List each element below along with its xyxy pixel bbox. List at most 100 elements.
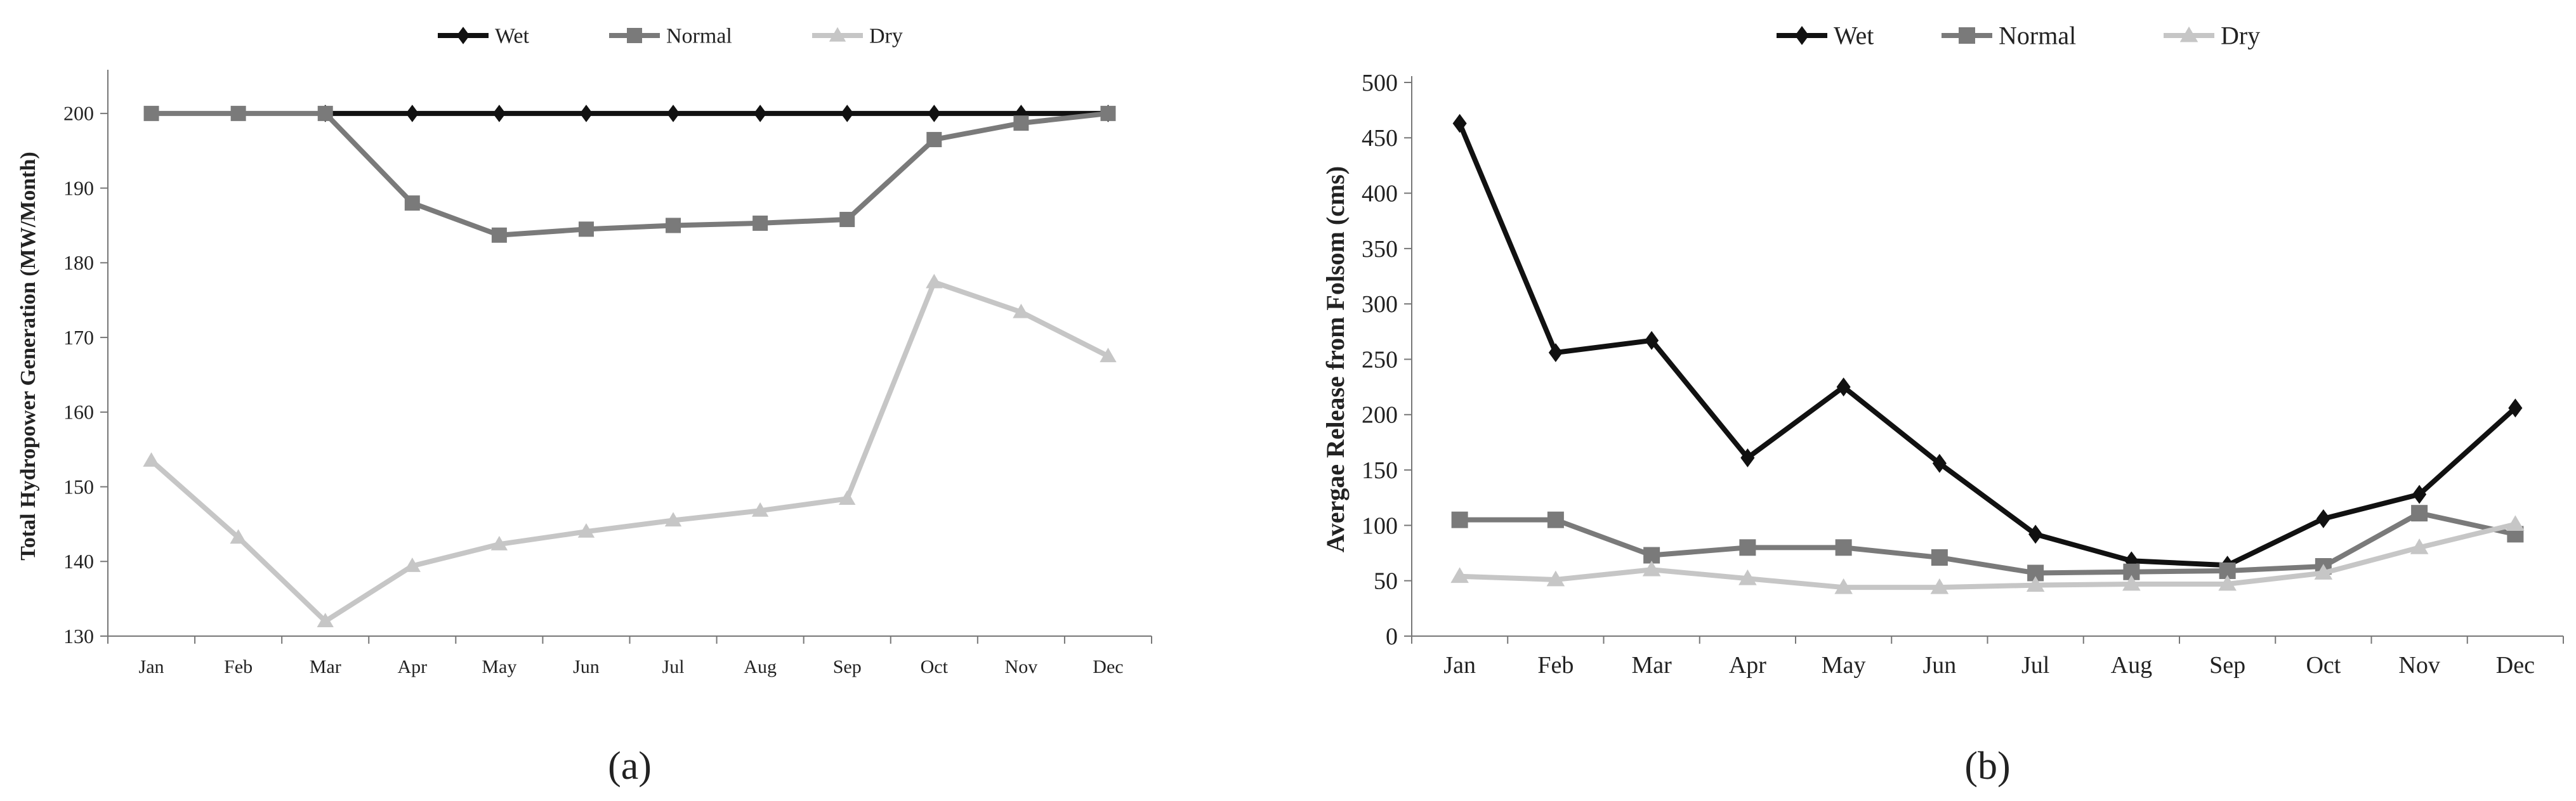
data-point-normal bbox=[666, 218, 681, 233]
data-point-wet bbox=[1548, 343, 1563, 362]
x-tick-label: Jul bbox=[662, 656, 685, 677]
y-tick-label: 160 bbox=[63, 401, 94, 424]
data-point-wet bbox=[1645, 330, 1659, 350]
x-tick-label: Feb bbox=[224, 656, 253, 677]
data-point-dry bbox=[317, 613, 334, 628]
series-dry bbox=[1450, 515, 2525, 594]
x-tick-label: Oct bbox=[921, 656, 949, 677]
x-tick-label: Jun bbox=[573, 656, 600, 677]
y-tick-label: 200 bbox=[63, 102, 94, 125]
x-tick-label: Dec bbox=[1093, 656, 1123, 677]
data-point-normal bbox=[839, 212, 855, 228]
y-tick-label: 100 bbox=[1362, 512, 1398, 539]
series-dry bbox=[143, 273, 1117, 628]
panel-label: (a) bbox=[608, 745, 652, 788]
data-point-dry bbox=[2122, 575, 2141, 591]
x-tick-label: Mar bbox=[310, 656, 341, 677]
data-point-normal bbox=[752, 215, 768, 231]
data-point-dry bbox=[2506, 515, 2525, 531]
x-tick-label: May bbox=[1822, 652, 1866, 679]
data-point-wet bbox=[841, 105, 854, 122]
data-point-dry bbox=[839, 490, 856, 505]
data-point-wet bbox=[666, 105, 680, 122]
chart-a: 130 140 150 160 170 180 190 200 Jan Feb Mar Apr May J… bbox=[16, 25, 1152, 788]
data-point-dry bbox=[926, 273, 943, 289]
y-tick-label: 170 bbox=[63, 326, 94, 349]
data-point-dry bbox=[230, 529, 247, 544]
series-line-normal bbox=[1459, 511, 2516, 576]
legend-label-wet: Wet bbox=[495, 25, 529, 48]
data-point-wet bbox=[405, 105, 419, 122]
legend-label-normal: Normal bbox=[666, 25, 732, 48]
data-point-normal bbox=[491, 227, 507, 243]
data-point-dry bbox=[1834, 578, 1853, 594]
x-tick-label: Aug bbox=[744, 656, 777, 677]
x-tick-label: Mar bbox=[1631, 652, 1672, 679]
data-point-wet bbox=[1932, 453, 1947, 473]
data-point-dry bbox=[1738, 569, 1757, 585]
data-point-normal bbox=[143, 105, 159, 121]
legend-marker-normal bbox=[627, 28, 642, 43]
data-point-wet bbox=[579, 105, 593, 122]
x-tick-label: Nov bbox=[2398, 652, 2440, 679]
chart-b: 0 50 100 150 200 250 300 350 400 450 500 Jan Feb Mar A… bbox=[1321, 22, 2564, 788]
series-line-dry bbox=[149, 279, 1110, 624]
data-point-dry bbox=[1546, 570, 1565, 587]
data-point-dry bbox=[490, 535, 508, 550]
legend-marker-dry bbox=[829, 27, 846, 42]
data-point-wet bbox=[928, 105, 941, 122]
y-tick-label: 0 bbox=[1386, 623, 1398, 650]
y-tick-label: 300 bbox=[1362, 291, 1398, 318]
data-point-dry bbox=[577, 523, 595, 538]
data-point-dry bbox=[2314, 564, 2333, 580]
x-tick-label: Jul bbox=[2021, 652, 2049, 679]
data-point-normal bbox=[317, 105, 333, 121]
data-point-dry bbox=[2218, 575, 2237, 591]
legend-marker-wet bbox=[1794, 26, 1810, 45]
data-point-wet bbox=[753, 105, 767, 122]
panel-label: (b) bbox=[1964, 745, 2010, 788]
data-point-wet bbox=[1452, 114, 1467, 133]
data-point-dry bbox=[751, 502, 769, 517]
x-tick-label: Jun bbox=[1922, 652, 1956, 679]
data-point-normal bbox=[1013, 115, 1029, 131]
y-axis-label: Avergae Release from Folsom (cms) bbox=[1321, 166, 1350, 552]
legend: Wet Normal Dry bbox=[438, 25, 903, 48]
data-point-dry bbox=[2410, 538, 2429, 554]
y-tick-label: 500 bbox=[1362, 70, 1398, 96]
data-point-normal bbox=[230, 105, 246, 121]
data-point-normal bbox=[1547, 511, 1564, 528]
legend-marker-wet bbox=[456, 27, 470, 44]
series-line-wet bbox=[1457, 122, 2518, 568]
series-normal bbox=[143, 105, 1116, 243]
y-tick-label: 200 bbox=[1362, 402, 1398, 429]
data-point-dry bbox=[143, 452, 160, 467]
data-point-normal bbox=[2411, 505, 2428, 522]
data-point-wet bbox=[492, 105, 506, 122]
x-tick-label: Oct bbox=[2306, 652, 2341, 679]
legend-label-dry: Dry bbox=[869, 25, 903, 48]
x-tick-label: Nov bbox=[1005, 656, 1038, 677]
legend-label-normal: Normal bbox=[1999, 22, 2076, 50]
data-point-dry bbox=[404, 557, 421, 572]
data-point-dry bbox=[2026, 576, 2045, 592]
data-point-wet bbox=[1836, 377, 1851, 397]
y-tick-label: 50 bbox=[1374, 568, 1398, 595]
series-wet bbox=[1452, 114, 2523, 575]
y-tick-label: 140 bbox=[63, 550, 94, 573]
series-wet bbox=[319, 105, 1115, 122]
data-point-normal bbox=[1100, 105, 1116, 121]
data-point-normal bbox=[1739, 539, 1756, 556]
data-point-dry bbox=[1930, 578, 1949, 594]
y-tick-label: 130 bbox=[63, 625, 94, 648]
x-tick-label: May bbox=[482, 656, 516, 677]
x-tick-label: Sep bbox=[2209, 652, 2245, 679]
data-point-normal bbox=[1931, 549, 1948, 566]
data-point-wet bbox=[2028, 524, 2043, 544]
legend: Wet Normal Dry bbox=[1777, 22, 2260, 50]
x-tick-label: Dec bbox=[2496, 652, 2535, 679]
y-axis-label: Total Hydropower Generation (MW/Month) bbox=[16, 152, 40, 560]
y-tick-label: 350 bbox=[1362, 236, 1398, 263]
data-point-wet bbox=[1740, 448, 1755, 467]
